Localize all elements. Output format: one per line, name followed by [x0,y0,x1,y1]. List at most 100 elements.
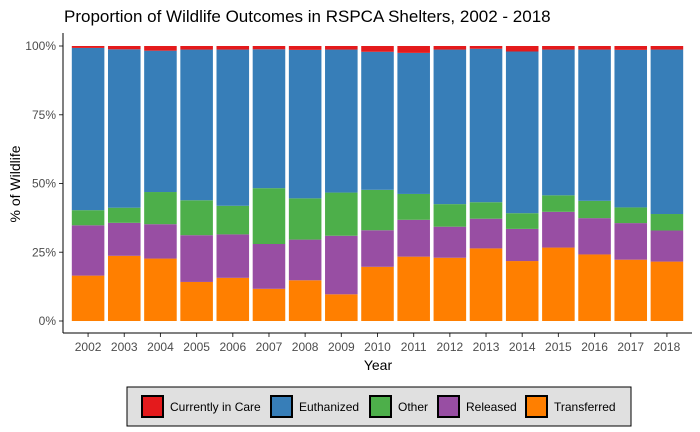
x-tick-label: 2012 [437,340,464,354]
bar-euthanized-2004 [144,50,177,193]
bar-released-2005 [180,235,213,282]
bar-euthanized-2009 [325,49,358,193]
bar-other-2005 [180,200,213,236]
legend-label: Released [466,400,517,414]
bar-other-2013 [469,202,503,219]
bar-transferred-2011 [397,256,430,321]
x-axis-title: Year [364,357,393,373]
bar-released-2009 [325,235,358,295]
y-tick-label: 100% [25,39,56,53]
bar-released-2010 [361,230,394,267]
bar-euthanized-2010 [361,51,394,190]
bar-transferred-2017 [614,259,648,321]
bar-transferred-2002 [71,275,105,322]
bar-released-2008 [288,239,322,281]
x-tick-label: 2006 [219,340,246,354]
bar-currently-in-care-2003 [107,46,141,50]
y-tick-label: 75% [32,108,56,122]
bar-currently-in-care-2007 [252,46,286,50]
legend-key-released [437,395,460,418]
bar-euthanized-2011 [397,52,430,194]
bar-released-2016 [578,218,611,255]
bar-other-2010 [361,189,394,231]
legend-key-euthanized [270,395,293,418]
bar-released-2011 [397,219,430,257]
bar-currently-in-care-2012 [433,46,467,50]
y-axis-title: % of Wildlife [7,145,23,222]
bar-released-2012 [433,226,467,258]
bar-released-2002 [71,225,105,276]
bar-other-2008 [288,198,322,240]
x-tick-label: 2003 [111,340,138,354]
bar-currently-in-care-2005 [180,46,213,50]
legend-label: Euthanized [299,400,359,414]
x-tick-label: 2016 [581,340,608,354]
legend-label: Transferred [554,400,616,414]
legend: Currently in Care Euthanized Other Released… [126,386,632,427]
x-tick-label: 2009 [328,340,355,354]
bar-transferred-2018 [650,261,684,321]
x-tick-label: 2018 [654,340,681,354]
bar-transferred-2004 [144,258,177,321]
legend-label: Currently in Care [170,400,261,414]
legend-key-currently-in-care [141,395,164,418]
chart-title: Proportion of Wildlife Outcomes in RSPCA… [64,7,551,26]
bar-transferred-2016 [578,254,611,321]
bar-currently-in-care-2014 [505,46,539,52]
bar-currently-in-care-2017 [614,46,648,50]
bar-transferred-2013 [469,248,503,321]
x-tick-label: 2005 [183,340,210,354]
bar-currently-in-care-2015 [542,46,575,50]
y-tick-label: 50% [32,177,56,191]
plot-area: 2002 2003 2004 2005 2006 2007 2008 2009 2010 2011… [25,33,692,354]
bar-currently-in-care-2002 [71,46,105,48]
bar-other-2016 [578,200,611,219]
x-tick-label: 2017 [617,340,644,354]
bar-euthanized-2008 [288,49,322,199]
bar-other-2017 [614,207,648,224]
bar-other-2007 [252,188,286,244]
bar-released-2007 [252,244,286,289]
bar-currently-in-care-2011 [397,46,430,53]
bar-other-2006 [216,205,250,235]
x-tick-label: 2015 [545,340,572,354]
bar-euthanized-2007 [252,49,286,189]
x-tick-label: 2013 [473,340,500,354]
y-tick-label: 25% [32,245,56,259]
bar-transferred-2008 [288,280,322,321]
bar-transferred-2015 [542,247,575,321]
bar-other-2012 [433,204,467,227]
bar-released-2013 [469,218,503,249]
bar-other-2011 [397,193,430,220]
bar-euthanized-2005 [180,49,213,201]
bar-euthanized-2015 [542,49,575,196]
bar-transferred-2014 [505,261,539,321]
bar-currently-in-care-2010 [361,46,394,52]
bar-transferred-2010 [361,266,394,321]
bar-currently-in-care-2008 [288,46,322,50]
bar-transferred-2012 [433,257,467,321]
bar-transferred-2005 [180,281,213,321]
bar-other-2009 [325,192,358,236]
bar-released-2014 [505,228,539,262]
x-tick-label: 2007 [256,340,283,354]
bar-euthanized-2018 [650,49,684,215]
x-tick-label: 2008 [292,340,319,354]
legend-label: Other [398,400,428,414]
bar-transferred-2007 [252,288,286,321]
bar-euthanized-2012 [433,49,467,205]
bar-currently-in-care-2016 [578,46,611,50]
bar-other-2014 [505,213,539,229]
bar-other-2018 [650,214,684,231]
x-tick-label: 2010 [364,340,391,354]
bar-other-2004 [144,192,177,225]
bar-euthanized-2002 [71,47,105,211]
bar-currently-in-care-2004 [144,46,177,51]
x-tick-label: 2002 [75,340,102,354]
bar-currently-in-care-2009 [325,46,358,50]
bar-other-2015 [542,195,575,212]
bar-transferred-2009 [325,294,358,321]
bar-released-2018 [650,230,684,262]
bar-transferred-2003 [107,255,141,321]
